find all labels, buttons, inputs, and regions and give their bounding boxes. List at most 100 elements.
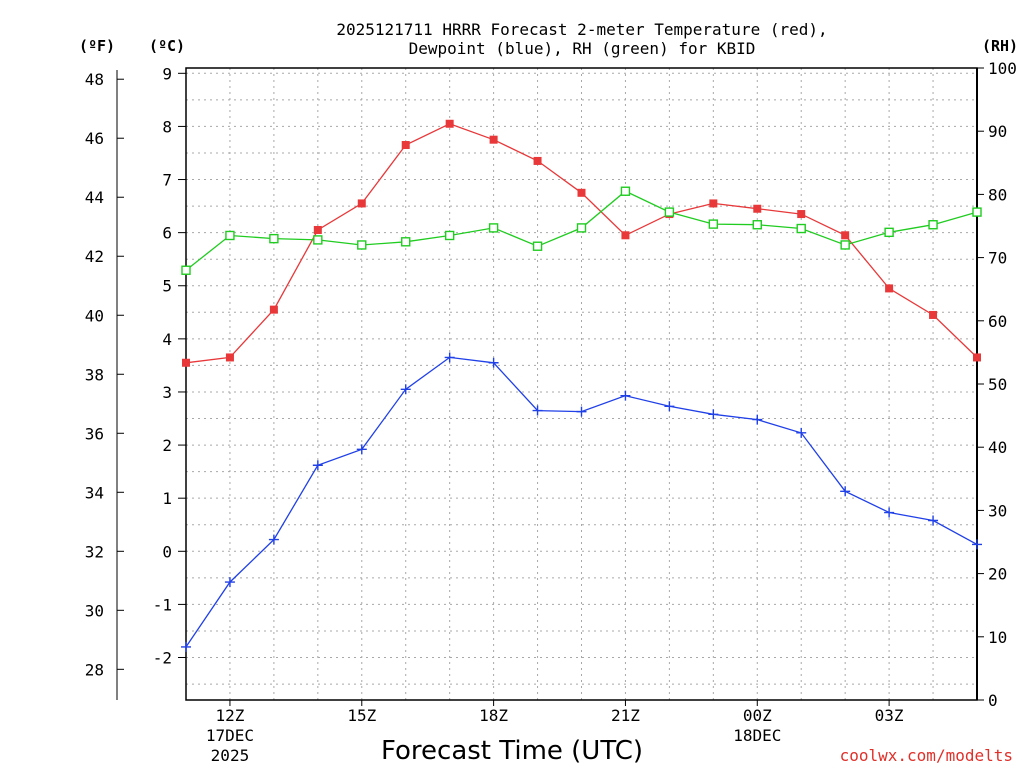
rh-point — [488, 223, 499, 233]
x-tick-date-label: 17DEC — [206, 726, 254, 745]
celsius-unit-label: (ºC) — [149, 37, 185, 55]
x-tick-label: 00Z — [743, 706, 772, 725]
rh-point — [928, 220, 938, 230]
grid — [186, 68, 977, 700]
temperature-point — [753, 204, 762, 213]
fahrenheit-unit-label: (ºF) — [79, 37, 115, 55]
fahrenheit-tick-label: 36 — [85, 424, 104, 443]
dewpoint-point — [796, 427, 807, 438]
dewpoint-point — [840, 486, 851, 497]
temperature-point — [885, 284, 894, 293]
rh-point — [620, 186, 631, 196]
rh-point — [357, 240, 367, 250]
dewpoint-point — [224, 577, 235, 588]
celsius-tick-label: 3 — [162, 383, 172, 402]
rh-tick-label: 20 — [988, 565, 1007, 584]
fahrenheit-tick-label: 28 — [85, 660, 104, 679]
temperature-point — [709, 199, 718, 208]
fahrenheit-tick-label: 30 — [85, 601, 104, 620]
x-tick-label: 03Z — [875, 706, 904, 725]
temperature-point — [313, 225, 322, 234]
x-tick-label: 18Z — [479, 706, 508, 725]
temperature-point — [841, 231, 850, 240]
plot-frame — [185, 67, 978, 701]
temperature-point — [445, 119, 454, 128]
dewpoint-point — [268, 534, 279, 545]
temperature-point — [797, 210, 806, 219]
series — [185, 123, 978, 648]
celsius-tick-label: 1 — [162, 489, 172, 508]
celsius-tick-label: 5 — [162, 277, 172, 296]
rh-point — [532, 241, 543, 251]
dewpoint-point — [312, 460, 323, 471]
dewpoint-point — [884, 507, 895, 518]
rh-point — [401, 237, 411, 247]
celsius-tick-label: 0 — [162, 542, 172, 561]
dewpoint-point — [181, 641, 191, 652]
credit-text: coolwx.com/modelts — [840, 746, 1013, 765]
rh-point — [708, 219, 719, 229]
rh-point — [796, 223, 806, 234]
rh-point — [576, 223, 587, 233]
rh-tick-label: 80 — [988, 185, 1007, 204]
dewpoint-point — [444, 352, 455, 363]
axes: -2-1012345678928303234363840424446480102… — [85, 59, 1017, 765]
dewpoint-point — [576, 406, 587, 417]
rh-tick-label: 60 — [988, 312, 1007, 331]
temperature-point — [489, 135, 498, 144]
celsius-tick-label: 7 — [162, 171, 172, 190]
fahrenheit-tick-label: 34 — [85, 483, 104, 502]
dewpoint-point — [356, 444, 367, 455]
dewpoint-point — [708, 409, 719, 420]
rh-point — [269, 233, 279, 244]
celsius-tick-label: 2 — [162, 436, 172, 455]
x-tick-label: 15Z — [347, 706, 376, 725]
celsius-tick-label: 8 — [162, 117, 172, 136]
markers — [181, 119, 982, 652]
temperature-point — [973, 353, 981, 362]
fahrenheit-tick-label: 46 — [85, 129, 104, 148]
temperature-point — [269, 305, 278, 314]
rh-unit-label: (RH) — [982, 37, 1018, 55]
rh-tick-label: 100 — [988, 59, 1017, 78]
rh-point — [225, 230, 235, 241]
rh-tick-label: 50 — [988, 375, 1007, 394]
dewpoint-point — [532, 405, 543, 416]
rh-tick-label: 70 — [988, 249, 1007, 268]
fahrenheit-tick-label: 44 — [85, 188, 104, 207]
chart-title-line2: Dewpoint (blue), RH (green) for KBID — [409, 39, 756, 58]
fahrenheit-tick-label: 32 — [85, 542, 104, 561]
fahrenheit-tick-label: 42 — [85, 247, 104, 266]
x-tick-label: 12Z — [215, 706, 244, 725]
fahrenheit-tick-label: 48 — [85, 70, 104, 89]
rh-point — [752, 220, 762, 230]
dewpoint-point — [620, 390, 631, 401]
temperature-point — [225, 353, 234, 362]
x-axis-label: Forecast Time (UTC) — [381, 736, 643, 766]
dewpoint-point — [752, 414, 763, 425]
chart-title-line1: 2025121711 HRRR Forecast 2-meter Tempera… — [336, 20, 827, 39]
rh-tick-label: 0 — [988, 691, 998, 710]
rh-tick-label: 40 — [988, 438, 1007, 457]
temperature-point — [533, 156, 542, 165]
x-tick-label: 21Z — [611, 706, 640, 725]
rh-point — [181, 265, 191, 275]
rh-point — [664, 207, 675, 217]
rh-tick-label: 30 — [988, 501, 1007, 520]
rh-tick-label: 90 — [988, 122, 1007, 141]
fahrenheit-tick-label: 40 — [85, 306, 104, 325]
temperature-point — [929, 310, 938, 319]
dewpoint-point — [928, 515, 939, 526]
rh-point — [884, 227, 894, 238]
fahrenheit-tick-label: 38 — [85, 365, 104, 384]
dewpoint-point — [972, 539, 982, 550]
celsius-tick-label: 9 — [162, 64, 172, 83]
rh-point — [444, 230, 455, 241]
temperature-point — [621, 231, 630, 240]
temperature-point — [577, 188, 586, 197]
dewpoint-point — [488, 357, 499, 368]
celsius-tick-label: 6 — [162, 224, 172, 243]
celsius-tick-label: -1 — [153, 595, 172, 614]
dewpoint-point — [664, 401, 675, 412]
